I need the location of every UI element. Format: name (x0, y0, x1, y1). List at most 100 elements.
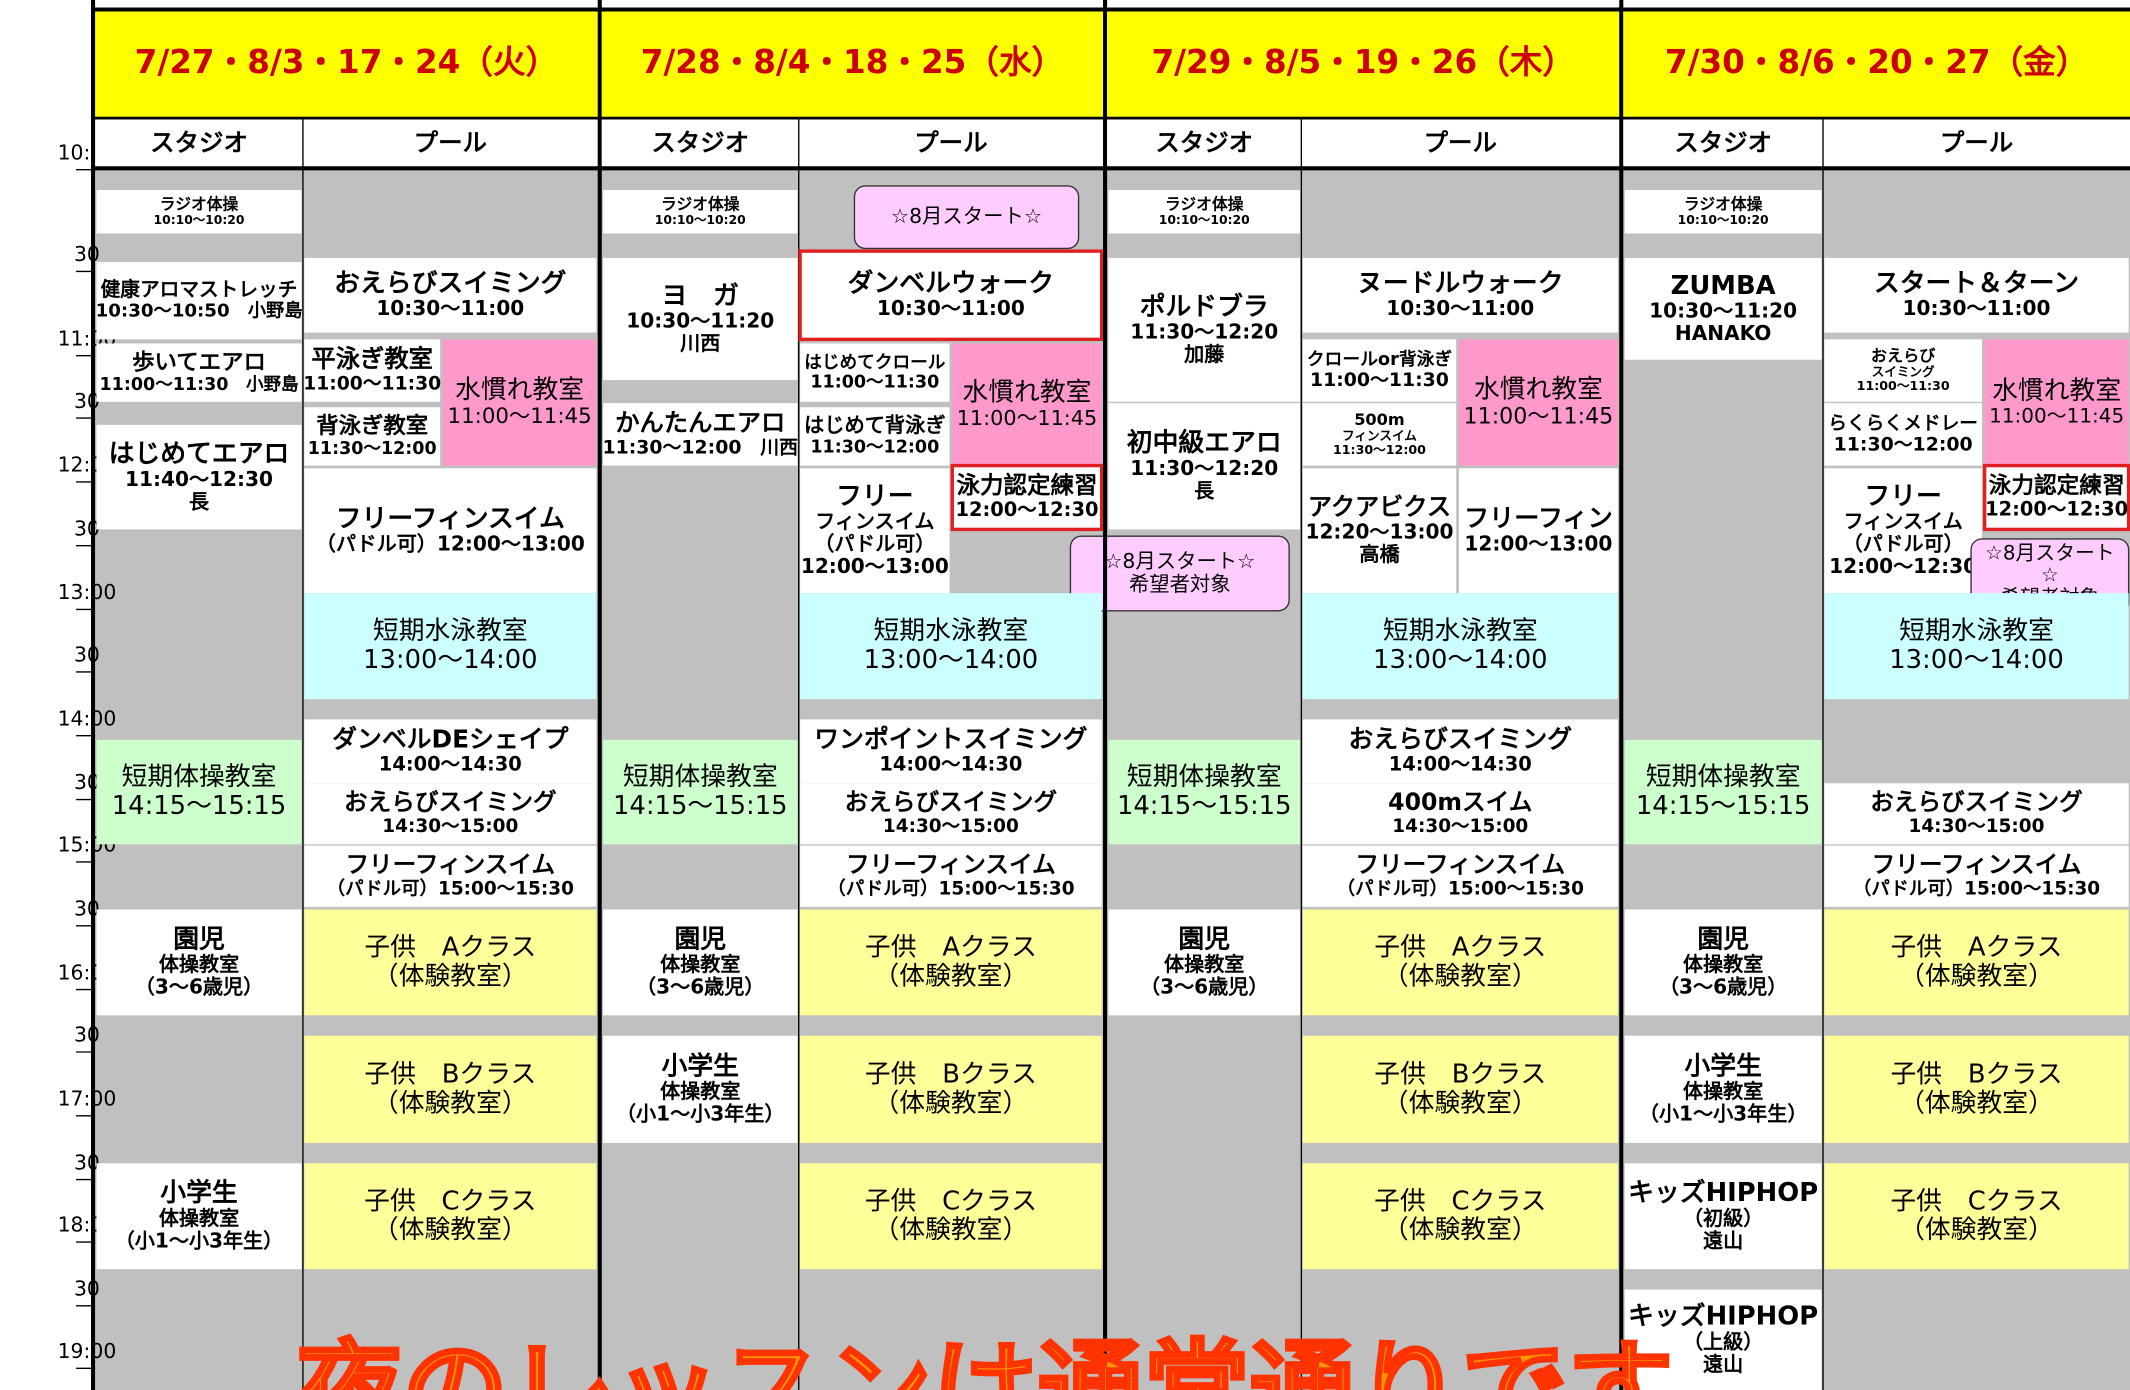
lesson-text: ヨ ガ (662, 281, 740, 311)
lesson-text: おえらびスイミング (334, 268, 566, 298)
lesson-block (304, 1035, 597, 1143)
lesson-text: HANAKO (1675, 321, 1771, 345)
lesson-text: 体操教室 (660, 1079, 740, 1103)
lesson-block (304, 339, 441, 402)
lesson-block (1458, 468, 1618, 594)
lesson-text: ダンベルDEシェイプ (332, 724, 568, 753)
lesson-text: 子供 Bクラス (1890, 1059, 2062, 1089)
lesson-text: 11:00～11:30 (303, 374, 441, 395)
lesson-text: 10:30～10:50 小野島 (96, 300, 303, 322)
time-label: 30 (74, 516, 100, 540)
lesson-text: フリーフィン (1464, 503, 1613, 532)
lesson-text: ラジオ体操 (160, 194, 239, 213)
lesson-block (1302, 257, 1618, 333)
lesson-text: 11:30～12:00 (810, 438, 939, 458)
lesson-text: 子供 Bクラス (364, 1059, 536, 1089)
lesson-text: 川西 (679, 331, 720, 355)
lesson-text: 12:00～12:30 (1985, 498, 2128, 521)
lesson-block (1824, 339, 1982, 402)
lesson-block (1108, 739, 1301, 845)
studio-label: スタジオ (651, 128, 749, 157)
sub-header (95, 119, 598, 166)
lesson-block (800, 909, 1102, 1016)
lesson-text: 12:00～12:30 (955, 498, 1098, 521)
lesson-text: 10:30～11:20 (626, 309, 774, 333)
lesson-text: 子供 Aクラス (364, 932, 536, 962)
lesson-text: 400mスイム (1388, 788, 1532, 816)
lesson-text: （体験教室） (1899, 961, 2054, 991)
lesson-block (1824, 1035, 2129, 1143)
lesson-text: 14:15～15:15 (613, 791, 788, 821)
lesson-text: 14:00～14:30 (379, 753, 522, 776)
lesson-text: 11:00～11:45 (1989, 403, 2124, 427)
lesson-text: 園児 (173, 924, 225, 954)
lesson-text: （体験教室） (373, 1088, 528, 1118)
lesson-block (603, 190, 798, 234)
lesson-text: 子供 Cクラス (1890, 1186, 2062, 1216)
day-header (1623, 10, 2130, 117)
lesson-block (800, 407, 950, 466)
lesson-block (1624, 1035, 1822, 1143)
lesson-text: （パドル可） (1843, 532, 1964, 556)
lesson-text: ワンポイントスイミング (814, 724, 1087, 753)
lesson-text: 10:10～10:20 (1159, 213, 1250, 227)
lesson-text: おえらびスイミング (1349, 724, 1573, 753)
sub-header (601, 119, 1104, 166)
lesson-text: フィンスイム (1342, 428, 1417, 443)
day-header-text: 7/28・8/4・18・25（水） (641, 43, 1064, 81)
lesson-text: （体験教室） (373, 961, 528, 991)
time-label: 30 (74, 1277, 100, 1301)
lesson-text: （パドル可）15:00～15:30 (1337, 878, 1584, 899)
lesson-text: 背泳ぎ教室 (316, 412, 428, 439)
lesson-block (1302, 403, 1457, 466)
lesson-text: （体験教室） (1383, 961, 1538, 991)
lesson-text: （体験教室） (1899, 1215, 2054, 1245)
lesson-block (798, 249, 1104, 342)
lesson-block (96, 190, 302, 234)
studio-label: スタジオ (150, 128, 248, 157)
lesson-text: 14:00～14:30 (1389, 753, 1532, 776)
lesson-text: 長 (189, 489, 210, 513)
lesson-text: （上級） (1683, 1329, 1763, 1353)
lesson-block (1108, 257, 1301, 402)
lesson-text: 10:10～10:20 (1678, 213, 1769, 227)
lesson-text: ☆8月スタート☆ (891, 204, 1042, 228)
lesson-text: ヌードルウォーク (1357, 268, 1563, 298)
lesson-text: 子供 Bクラス (1374, 1059, 1546, 1089)
lesson-text: ☆8月スタート☆ (1104, 549, 1255, 573)
lesson-text: 水慣れ教室 (962, 377, 1091, 407)
lesson-text: 短期水泳教室 (1383, 616, 1538, 646)
time-label: 30 (74, 1023, 100, 1047)
lesson-block (800, 468, 950, 594)
lesson-text: 11:00～11:45 (957, 406, 1098, 430)
lesson-text: 500m (1354, 410, 1405, 429)
lesson-text: スタート＆ターン (1874, 268, 2079, 298)
lesson-text: クロールor背泳ぎ (1307, 348, 1453, 370)
lesson-text: （3～6歳児） (1659, 975, 1787, 999)
lesson-block (1302, 468, 1457, 594)
lesson-block (304, 593, 597, 700)
lesson-block (800, 845, 1102, 907)
lesson-text: 11:00～11:45 (1464, 403, 1614, 429)
lesson-text: ラジオ体操 (1165, 194, 1244, 213)
lesson-text: 希望者対象 (1129, 572, 1231, 596)
lesson-text: 泳力認定練習 (956, 471, 1097, 499)
lesson-block (304, 845, 597, 907)
lesson-text: 短期水泳教室 (873, 616, 1028, 646)
lesson-block (1108, 403, 1301, 530)
day-header (95, 10, 598, 117)
lesson-block (1824, 468, 1982, 594)
lesson-text: フリー (836, 481, 913, 511)
lesson-block (1302, 719, 1618, 784)
lesson-text: フリーフィンスイム (336, 504, 565, 534)
lesson-text: キッズHIPHOP (1628, 1301, 1818, 1332)
lesson-text: 初中級エアロ (1127, 427, 1282, 458)
lesson-text: （体験教室） (873, 961, 1028, 991)
lesson-text: 14:30～15:00 (382, 816, 518, 837)
lesson-text: らくらくメドレー (1828, 413, 1978, 434)
lesson-text: おえらびスイミング (1870, 788, 2083, 816)
lesson-text: 11:00～11:30 (1857, 378, 1950, 393)
studio-label: スタジオ (1155, 128, 1253, 157)
time-label: 13:00 (58, 580, 117, 604)
